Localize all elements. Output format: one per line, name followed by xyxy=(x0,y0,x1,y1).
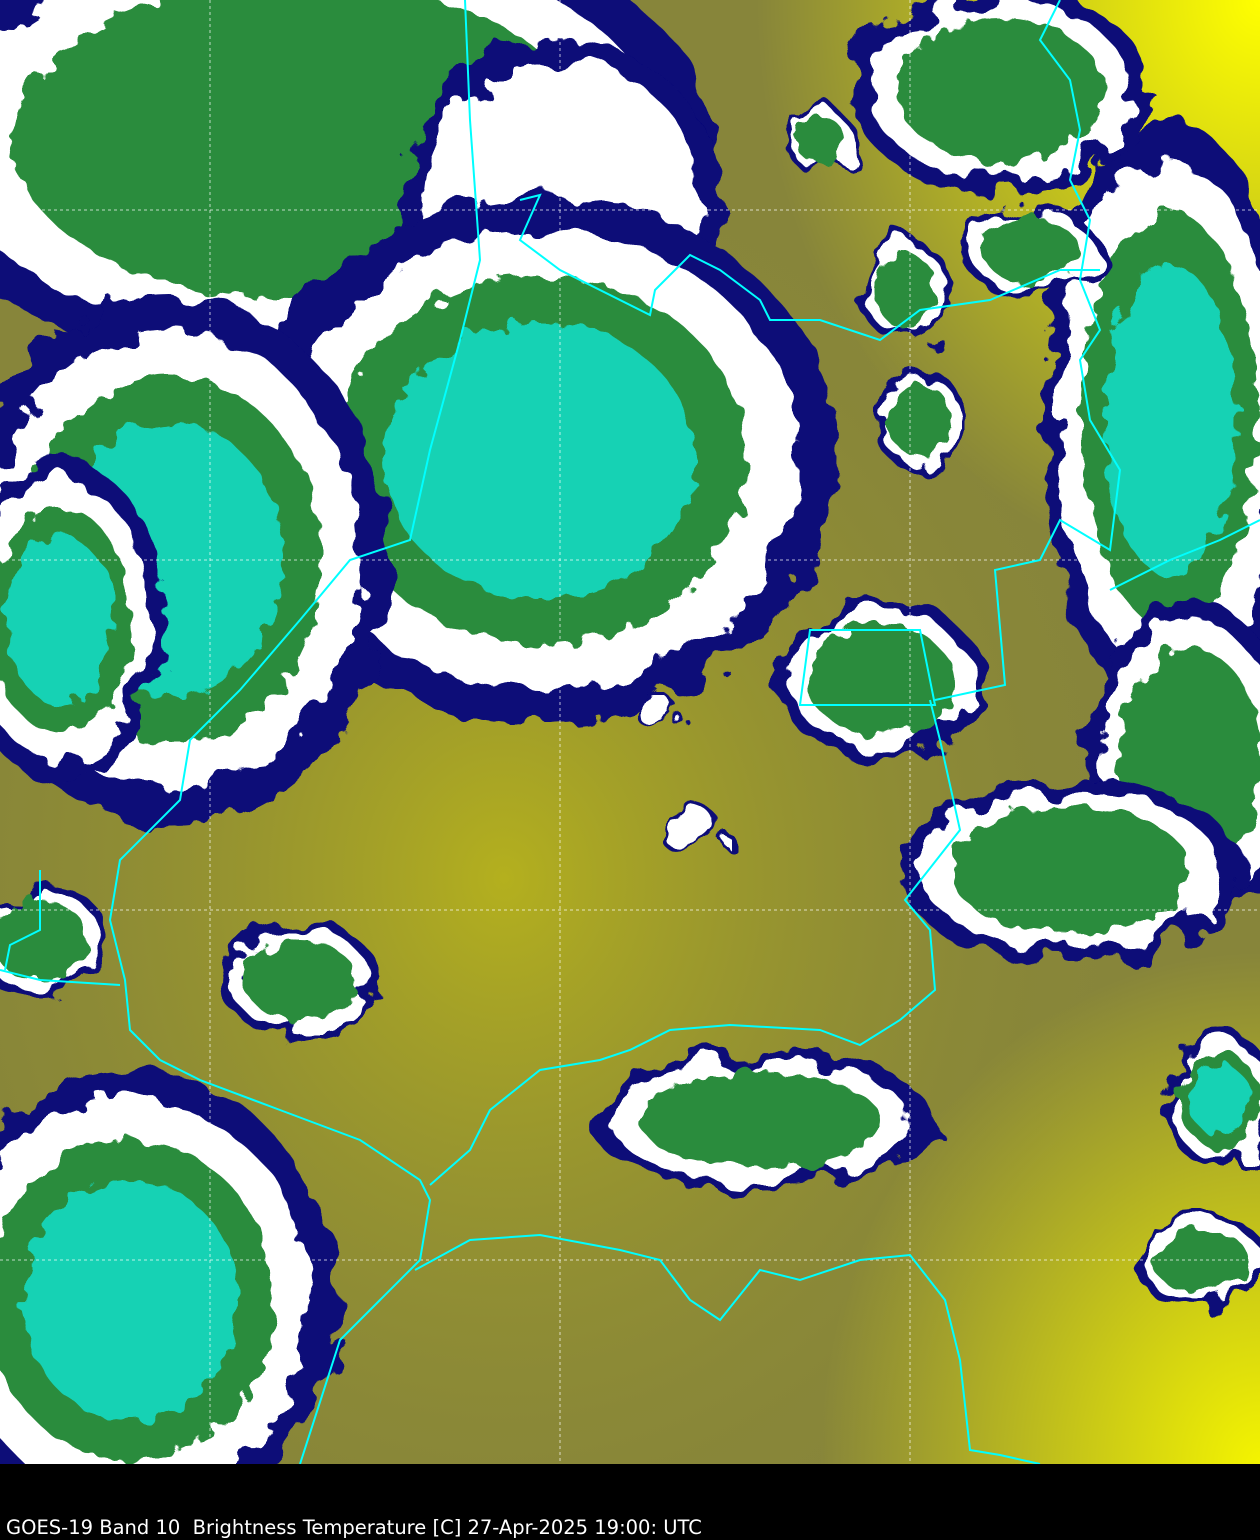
cloud-region xyxy=(0,900,88,980)
cloud-region xyxy=(982,218,1078,282)
cloud-region xyxy=(244,940,356,1020)
cloud-region xyxy=(640,1072,880,1168)
cloud-region xyxy=(808,624,952,736)
caption-bar: GOES-19 Band 10 Brightness Temperature [… xyxy=(0,1464,1260,1540)
cloud-region xyxy=(640,701,680,729)
cloud-region xyxy=(896,18,1104,162)
border-line xyxy=(518,193,1100,342)
cloud-region xyxy=(660,810,720,850)
satellite-image xyxy=(0,0,1260,1464)
cloud-region xyxy=(1190,1064,1250,1136)
border-line xyxy=(798,629,937,706)
cloud-region xyxy=(888,384,952,456)
image-caption: GOES-19 Band 10 Brightness Temperature [… xyxy=(6,1516,702,1539)
cloud-region xyxy=(1104,264,1236,576)
cloud-layer xyxy=(0,0,1260,1464)
political-borders xyxy=(0,0,1260,1464)
cloud-region xyxy=(873,254,937,326)
lat-lon-grid xyxy=(0,0,1260,1464)
cloud-region xyxy=(22,1180,238,1420)
cloud-region xyxy=(796,116,844,164)
cloud-region xyxy=(384,322,696,598)
border-line xyxy=(4,870,41,971)
border-line xyxy=(1109,519,1260,591)
border-line xyxy=(0,969,121,986)
border-line xyxy=(414,1233,1041,1464)
border-line xyxy=(429,699,962,1186)
cloud-region xyxy=(6,536,114,704)
cloud-region xyxy=(950,806,1190,934)
border-line xyxy=(934,0,1122,701)
border-line xyxy=(108,0,482,1464)
